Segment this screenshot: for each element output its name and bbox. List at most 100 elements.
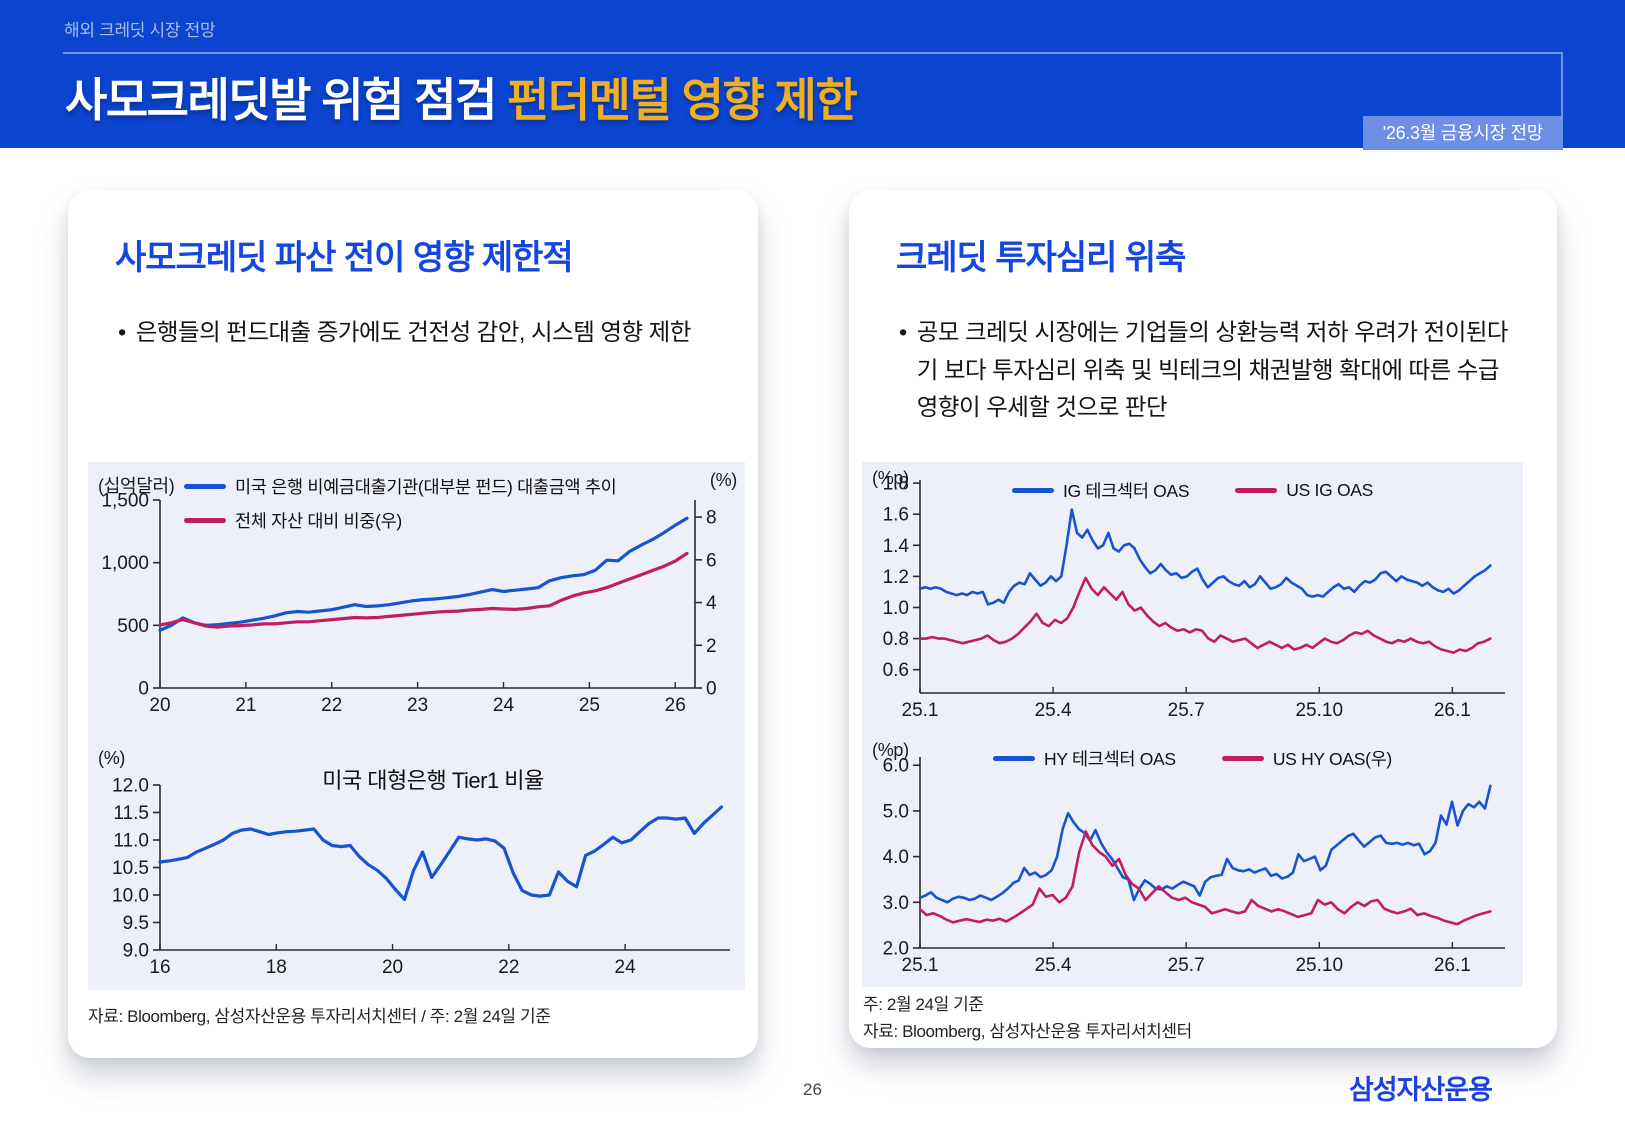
bullet-marker: • — [118, 319, 126, 345]
svg-text:2.0: 2.0 — [883, 939, 909, 960]
svg-text:1.2: 1.2 — [883, 567, 909, 588]
svg-text:4: 4 — [706, 593, 717, 614]
legend-label: HY 테크섹터 OAS — [1044, 749, 1176, 769]
svg-text:500: 500 — [117, 616, 149, 637]
svg-text:20: 20 — [149, 695, 170, 715]
svg-text:25.4: 25.4 — [1035, 955, 1072, 976]
svg-text:23: 23 — [407, 695, 428, 715]
left-panel-title: 사모크레딧 파산 전이 영향 제한적 — [115, 239, 574, 277]
left-panel-bullet-text: 은행들의 펀드대출 증가에도 건전성 감안, 시스템 영향 제한 — [135, 319, 692, 345]
chart-unit-label: (%p) — [872, 468, 909, 488]
svg-text:25.7: 25.7 — [1168, 955, 1205, 976]
svg-text:4.0: 4.0 — [883, 847, 909, 868]
legend-label: US IG OAS — [1286, 480, 1374, 500]
page-title-main: 사모크레딧발 위험 점검 — [65, 74, 497, 126]
svg-text:26: 26 — [665, 695, 686, 715]
left-panel-bullet: • 은행들의 펀드대출 증가에도 건전성 감안, 시스템 영향 제한 — [118, 314, 716, 352]
svg-text:1,000: 1,000 — [101, 553, 149, 574]
legend-label: 미국 은행 비예금대출기관(대부분 펀드) 대출금액 추이 — [235, 477, 617, 497]
right-chart-block: 1.8 1.6 1.4 1.2 1.0 0.8 0.6 25.1 25.4 25.7 25.10 26… — [862, 462, 1523, 987]
svg-text:21: 21 — [235, 695, 256, 715]
legend-item: 미국 은행 비예금대출기관(대부분 펀드) 대출금액 추이 — [184, 474, 617, 499]
report-badge: '26.3월 금융시장 전망 — [1362, 116, 1563, 150]
svg-text:9.0: 9.0 — [123, 941, 149, 962]
legend-item: US HY OAS(우) — [1221, 746, 1392, 771]
page-title-accent: 펀더멘털 영향 제한 — [507, 74, 858, 126]
blue-line-swatch — [184, 484, 226, 489]
svg-text:0: 0 — [706, 679, 717, 700]
pink-line-swatch — [1221, 756, 1264, 761]
svg-text:6.0: 6.0 — [883, 756, 909, 777]
svg-text:26.1: 26.1 — [1434, 700, 1471, 721]
svg-text:16: 16 — [149, 957, 170, 978]
pink-line-swatch — [184, 518, 226, 523]
svg-text:20: 20 — [382, 957, 403, 978]
svg-text:9.5: 9.5 — [123, 913, 149, 934]
svg-text:25.1: 25.1 — [902, 700, 939, 721]
svg-text:25.10: 25.10 — [1295, 700, 1343, 721]
loans-chart-legend: 미국 은행 비예금대출기관(대부분 펀드) 대출금액 추이 전체 자산 대비 비… — [184, 474, 617, 533]
svg-text:25: 25 — [579, 695, 600, 715]
chart-unit-label: (%) — [709, 470, 737, 490]
svg-text:5.0: 5.0 — [883, 801, 909, 822]
svg-text:11.0: 11.0 — [113, 831, 149, 852]
chart-unit-label: (십억달러) — [98, 476, 175, 496]
bullet-marker: • — [899, 319, 907, 345]
svg-text:24: 24 — [615, 957, 637, 978]
ig-oas-legend: IG 테크섹터 OAS US IG OAS — [862, 478, 1523, 503]
svg-text:1.4: 1.4 — [883, 536, 910, 557]
svg-text:18: 18 — [266, 957, 287, 978]
legend-label: US HY OAS(우) — [1272, 749, 1392, 769]
legend-label: IG 테크섹터 OAS — [1062, 481, 1190, 501]
chart-unit-label: (%p) — [872, 740, 909, 760]
chart-unit-label: (%) — [98, 748, 126, 768]
right-panel: 크레딧 투자심리 위축 • 공모 크레딧 시장에는 기업들의 상환능력 저하 우… — [849, 190, 1557, 1048]
svg-text:22: 22 — [321, 695, 342, 715]
left-panel-source: 자료: Bloomberg, 삼성자산운용 투자리서치센터 / 주: 2월 24… — [88, 1007, 551, 1026]
right-panel-bullet-text: 공모 크레딧 시장에는 기업들의 상환능력 저하 우려가 전이된다기 보다 투자… — [916, 319, 1509, 421]
header-band: 해외 크레딧 시장 전망 사모크레딧발 위험 점검 펀더멘털 영향 제한 '26… — [0, 0, 1625, 150]
svg-text:8: 8 — [706, 508, 717, 529]
svg-text:11.5: 11.5 — [113, 803, 149, 824]
svg-text:2: 2 — [706, 636, 717, 657]
svg-text:22: 22 — [498, 957, 519, 978]
tier1-ratio-chart: 12.0 11.5 11.0 10.5 10.0 9.5 9.016 18 20 22 24 — [112, 776, 730, 978]
svg-text:25.4: 25.4 — [1035, 700, 1072, 721]
hy-oas-chart: 6.0 5.0 4.0 3.0 2.025.1 25.4 25.7 25.10 26.1 — [883, 756, 1505, 976]
svg-text:25.1: 25.1 — [902, 955, 939, 976]
right-panel-bullet: • 공모 크레딧 시장에는 기업들의 상환능력 저하 우려가 전이된다기 보다 … — [899, 314, 1521, 427]
svg-text:12.0: 12.0 — [112, 776, 149, 797]
svg-text:25.7: 25.7 — [1168, 700, 1205, 721]
header-eyebrow: 해외 크레딧 시장 전망 — [64, 21, 216, 40]
svg-text:10.5: 10.5 — [112, 858, 149, 879]
svg-text:6: 6 — [706, 550, 717, 571]
right-panel-note: 주: 2월 24일 기준 — [863, 995, 984, 1014]
svg-text:1,500: 1,500 — [101, 491, 149, 512]
legend-item: HY 테크섹터 OAS — [993, 746, 1176, 771]
legend-label: 전체 자산 대비 비중(우) — [235, 511, 402, 531]
left-panel: 사모크레딧 파산 전이 영향 제한적 • 은행들의 펀드대출 증가에도 건전성 … — [68, 190, 758, 1058]
svg-text:1.0: 1.0 — [883, 598, 909, 619]
legend-item: IG 테크섹터 OAS — [1011, 478, 1190, 503]
legend-item: US IG OAS — [1235, 478, 1373, 503]
svg-text:10.0: 10.0 — [112, 886, 149, 907]
page-number: 26 — [803, 1080, 822, 1099]
title-box: 사모크레딧발 위험 점검 펀더멘털 영향 제한 '26.3월 금융시장 전망 — [63, 52, 1563, 150]
blue-line-swatch — [993, 756, 1036, 761]
svg-text:24: 24 — [493, 695, 515, 715]
page-title: 사모크레딧발 위험 점검 펀더멘털 영향 제한 — [65, 64, 858, 130]
company-logo: 삼성자산운용 — [1348, 1075, 1493, 1105]
svg-text:0: 0 — [138, 679, 149, 700]
pink-line-swatch — [1235, 488, 1278, 493]
blue-line-swatch — [1011, 488, 1054, 493]
svg-text:26.1: 26.1 — [1434, 955, 1471, 976]
svg-text:3.0: 3.0 — [883, 893, 909, 914]
svg-text:1.8: 1.8 — [883, 474, 909, 495]
svg-text:1.6: 1.6 — [883, 505, 909, 526]
left-chart-block: 1,500 1,000 500 0 8 6 4 2 0 20 21 22 23 24 25 26 12.0 11… — [88, 462, 745, 990]
svg-text:0.8: 0.8 — [883, 629, 909, 650]
ig-oas-chart: 1.8 1.6 1.4 1.2 1.0 0.8 0.6 25.1 25.4 25.7 25.10 26… — [883, 474, 1505, 721]
tier1-chart-title: 미국 대형은행 Tier1 비율 — [322, 768, 544, 793]
